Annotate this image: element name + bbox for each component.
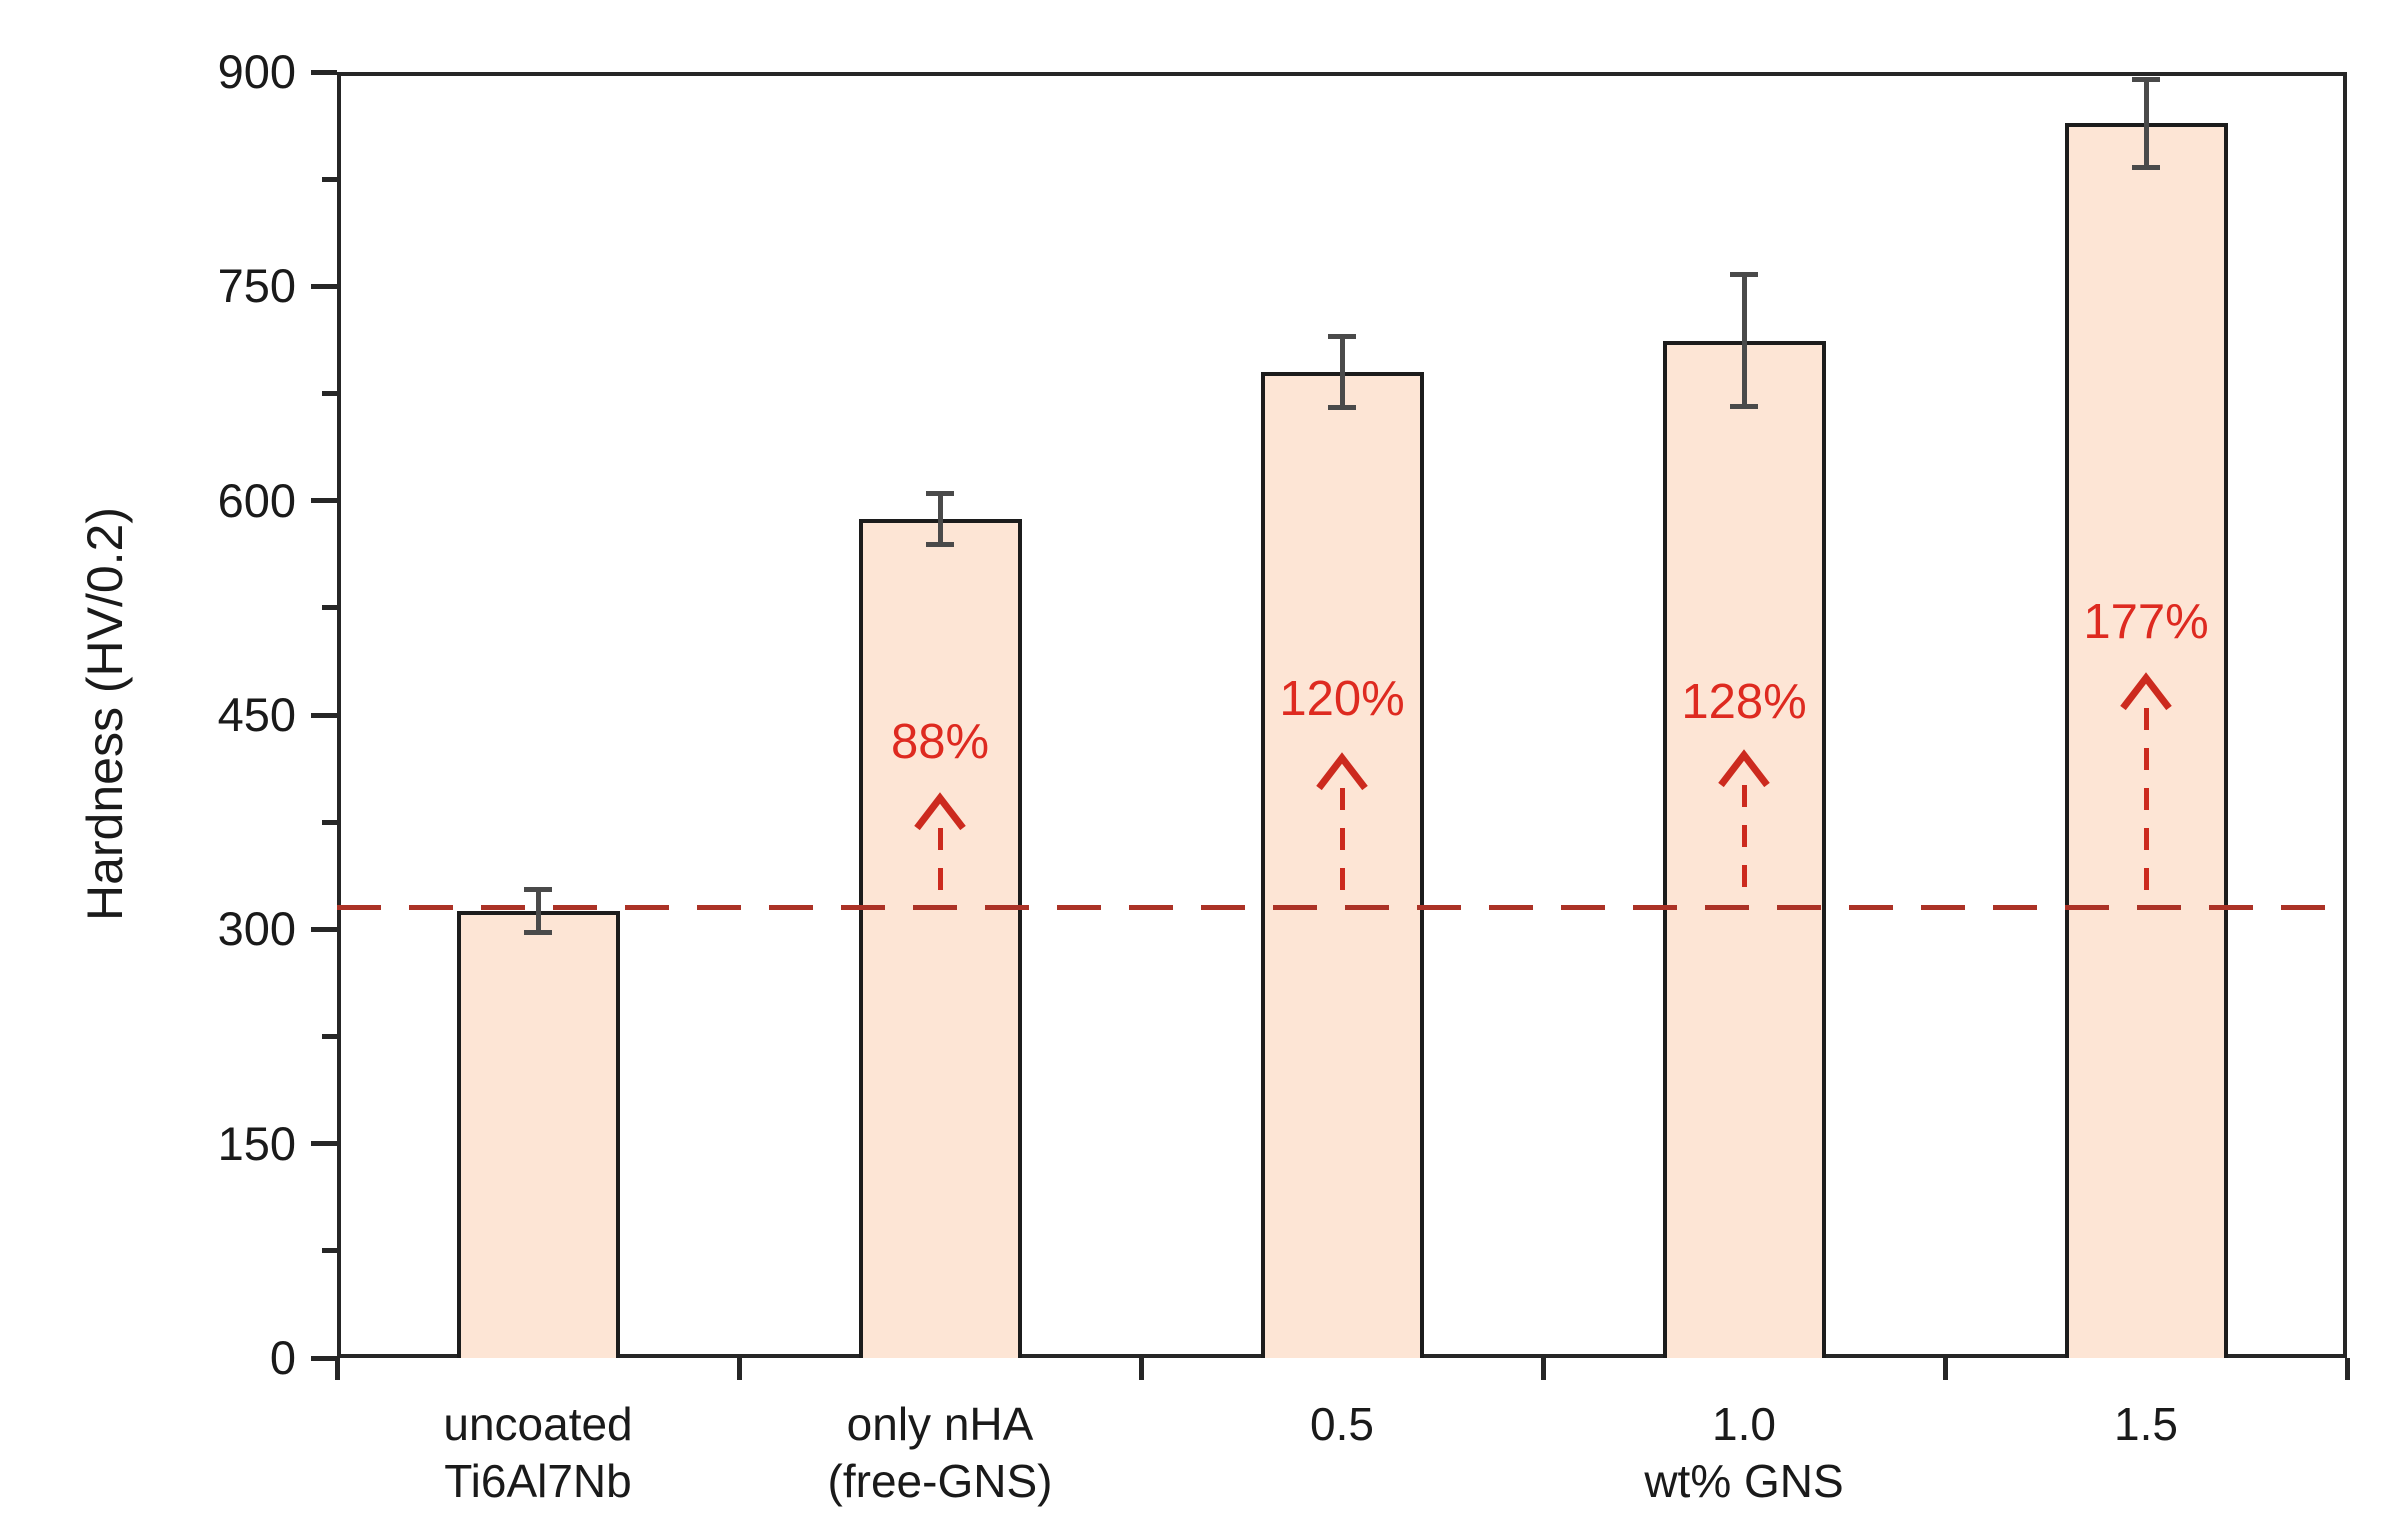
y-tick-label: 150 (217, 1116, 296, 1170)
hardness-bar (858, 519, 1022, 1358)
y-axis-title: Hardness (HV/0.2) (77, 506, 133, 922)
x-category-label-line: 1.5 (2114, 1398, 2178, 1450)
x-category-label: 1.0 wt% GNS (1494, 1396, 1994, 1510)
error-bar-line (535, 889, 541, 933)
hardness-bar (456, 910, 620, 1358)
x-category-label-line: Ti6Al7Nb (444, 1455, 632, 1508)
y-minor-tick (322, 391, 337, 396)
arrow-head-icon (1307, 748, 1377, 794)
y-major-tick (311, 69, 337, 75)
error-bar-line (2143, 79, 2149, 168)
x-category-label: 1.5 (1896, 1396, 2393, 1453)
x-category-label-line: wt% GNS (1644, 1455, 1844, 1508)
percent-increase-label: 177% (2083, 595, 2209, 650)
y-major-tick (311, 498, 337, 504)
y-minor-tick (322, 1034, 337, 1039)
x-category-label-line: 0.5 (1310, 1398, 1374, 1450)
x-boundary-tick (1138, 1358, 1144, 1380)
baseline-dashed-line (337, 905, 2347, 911)
y-major-tick (311, 926, 337, 932)
y-minor-tick (322, 1248, 337, 1254)
error-bar-cap (524, 886, 552, 892)
y-major-tick (311, 283, 337, 289)
error-bar-cap (926, 542, 954, 548)
error-bar-line (1741, 274, 1747, 407)
arrow-head-icon (1709, 745, 1779, 791)
error-bar-cap (1328, 333, 1356, 339)
y-major-tick (311, 712, 337, 718)
y-tick-label: 0 (269, 1331, 296, 1384)
y-tick-label: 450 (217, 688, 296, 741)
error-bar-cap (2132, 76, 2160, 82)
y-minor-tick (322, 605, 337, 611)
y-major-tick (311, 1355, 337, 1361)
x-category-label: only nHA (free-GNS) (690, 1396, 1190, 1510)
x-boundary-tick (2344, 1358, 2350, 1380)
percent-increase-label: 128% (1681, 675, 1807, 730)
x-boundary-tick (1540, 1358, 1546, 1380)
arrow-dashed-shaft (2143, 707, 2149, 904)
x-category-label-line: (free-GNS) (827, 1455, 1053, 1508)
error-bar-cap (2132, 165, 2160, 171)
error-bar-cap (1328, 405, 1356, 411)
y-major-tick (311, 1141, 337, 1147)
y-tick-label: 300 (217, 902, 296, 956)
x-category-label-line: 1.0 (1712, 1398, 1776, 1450)
x-category-label-line: only nHA (846, 1398, 1034, 1450)
x-boundary-tick (736, 1358, 742, 1380)
x-boundary-tick (1942, 1358, 1948, 1380)
y-minor-tick (322, 176, 337, 182)
x-category-label-line: uncoated (443, 1398, 633, 1450)
error-bar-cap (1730, 403, 1758, 409)
x-category-label: 0.5 (1092, 1396, 1592, 1453)
y-minor-tick (322, 819, 337, 825)
error-bar-cap (926, 491, 954, 497)
arrow-dashed-shaft (1741, 785, 1747, 904)
x-boundary-tick (334, 1358, 340, 1380)
x-category-label: uncoated Ti6Al7Nb (288, 1396, 788, 1510)
arrow-dashed-shaft (1339, 787, 1345, 904)
error-bar-cap (524, 929, 552, 935)
error-bar-line (937, 493, 943, 545)
y-tick-label: 600 (217, 473, 296, 527)
y-tick-label: 750 (217, 259, 296, 313)
arrow-head-icon (905, 788, 975, 834)
arrow-head-icon (2111, 668, 2181, 714)
percent-increase-label: 88% (890, 715, 990, 770)
error-bar-line (1339, 336, 1345, 408)
error-bar-cap (1730, 272, 1758, 278)
arrow-dashed-shaft (937, 827, 943, 904)
percent-increase-label: 120% (1279, 672, 1405, 727)
y-tick-label: 900 (217, 45, 296, 98)
